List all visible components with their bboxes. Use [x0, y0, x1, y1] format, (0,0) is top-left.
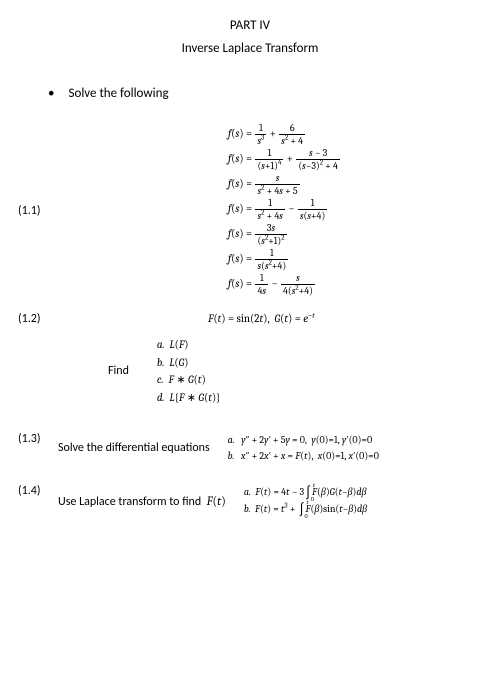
eq-1-1-5: f(s) = 3s(s2+1)2	[228, 223, 482, 246]
content-1-4: Use Laplace transform to find F(t) a. F(…	[58, 484, 482, 518]
eq-1-1-4: f(s) = 1s2 + 4s − 1s(s+4)	[228, 198, 482, 221]
eqs-1-4: a. F(t) = 4t − 3∫t0F(β)G(t−β)dβ b. F(t) …	[244, 484, 367, 518]
eq-1-1-1: f(s) = 1s3 + 6s2 + 4	[228, 123, 482, 146]
find-label: Find	[108, 364, 129, 378]
section-1-2: (1.2) F(t) = sin(2t), G(t) = e−t	[18, 312, 482, 326]
page: PART IV Inverse Laplace Transform Solve …	[0, 0, 500, 700]
section-1-3: (1.3) Solve the differential equations a…	[18, 432, 482, 464]
section-1-1: (1.1) f(s) = 1s3 + 6s2 + 4 f(s) = 1(s+1)…	[18, 123, 482, 298]
label-1-3: (1.3)	[18, 432, 58, 446]
find-items: a. L(F) b. L(G) c. F ∗ G(t) d. L{F ∗ G(t…	[157, 336, 221, 406]
eq-1-1-6: f(s) = 1s(s2+4)	[228, 248, 482, 271]
eq-1-2: F(t) = sin(2t), G(t) = e−t	[208, 312, 482, 325]
eq-1-1-7: f(s) = 14s − s4(s2+4)	[228, 273, 482, 296]
instruction-text: Solve the following	[68, 86, 168, 101]
part-title: PART IV	[18, 18, 482, 33]
find-d: d. L{F ∗ G(t)}	[157, 389, 221, 407]
label-1-1: (1.1)	[18, 204, 58, 218]
label-1-4: (1.4)	[18, 484, 58, 498]
find-block: Find a. L(F) b. L(G) c. F ∗ G(t) d. L{F …	[18, 336, 482, 406]
eqs-1-3: a. y″ + 2y′ + 5y = 0, y(0)=1, y′(0)=0 b.…	[228, 432, 379, 464]
eq-1-3-a: a. y″ + 2y′ + 5y = 0, y(0)=1, y′(0)=0	[228, 432, 379, 448]
eq-1-1-2: f(s) = 1(s+1)4 + s − 3(s−3)2 + 4	[228, 148, 482, 171]
content-1-2: F(t) = sin(2t), G(t) = e−t	[58, 312, 482, 325]
find-a: a. L(F)	[157, 336, 221, 354]
instruction-bullet: Solve the following	[48, 86, 482, 101]
label-1-2: (1.2)	[18, 312, 58, 326]
eq-1-4-b: b. F(t) = t3 + ∫t0F(β)sin(t−β)dβ	[244, 501, 367, 518]
content-1-3: Solve the differential equations a. y″ +…	[58, 432, 482, 464]
section-1-4: (1.4) Use Laplace transform to find F(t)…	[18, 484, 482, 518]
eq-1-1-3: f(s) = ss2 + 4s + 5	[228, 173, 482, 196]
find-b: b. L(G)	[157, 354, 221, 372]
find-c: c. F ∗ G(t)	[157, 371, 221, 389]
eq-1-3-b: b. x″ + 2x′ + x = F(t), x(0)=1, x′(0)=0	[228, 448, 379, 464]
desc-1-3: Solve the differential equations	[58, 441, 210, 455]
eqs-1-1: f(s) = 1s3 + 6s2 + 4 f(s) = 1(s+1)4 + s …	[58, 123, 482, 298]
desc-1-4: Use Laplace transform to find F(t)	[58, 494, 226, 509]
subtitle: Inverse Laplace Transform	[18, 41, 482, 56]
eq-1-4-a: a. F(t) = 4t − 3∫t0F(β)G(t−β)dβ	[244, 484, 367, 501]
